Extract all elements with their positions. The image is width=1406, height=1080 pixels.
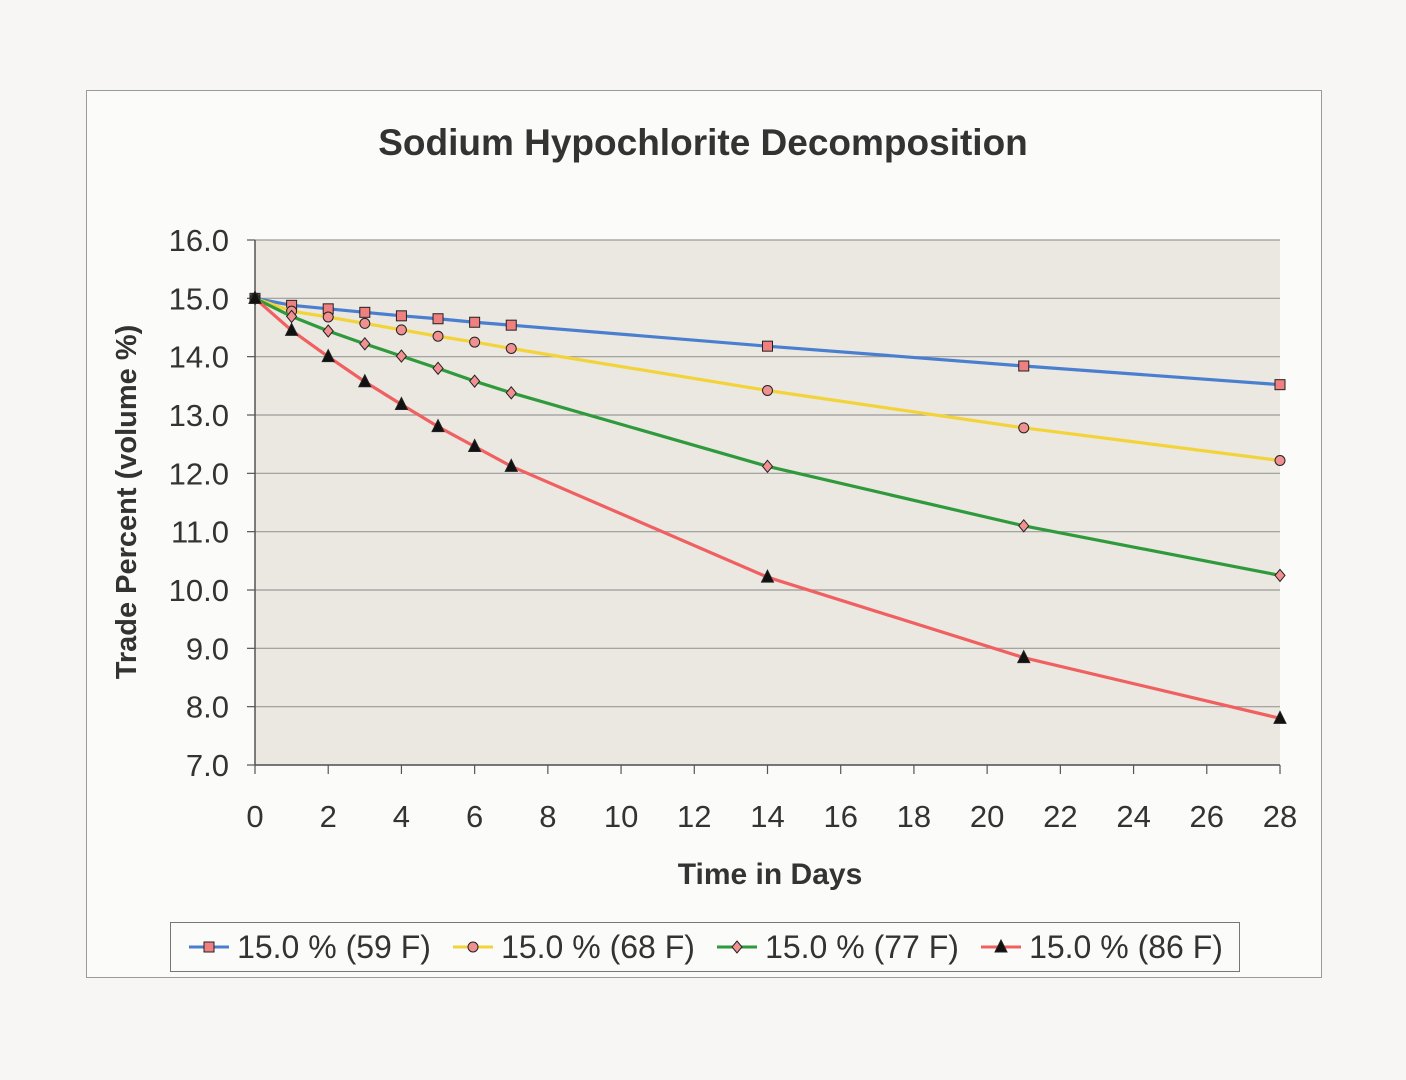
data-point xyxy=(467,438,482,452)
data-point xyxy=(1018,360,1030,372)
y-tick-label: 7.0 xyxy=(186,748,229,783)
data-point xyxy=(761,459,774,474)
y-tick-label: 12.0 xyxy=(169,456,229,491)
x-tick-label: 28 xyxy=(1263,799,1297,834)
series-layer xyxy=(248,290,1287,724)
legend-item: 15.0 % (59 F) xyxy=(187,929,431,966)
data-point xyxy=(359,317,371,329)
legend-swatch-marker xyxy=(203,941,215,953)
axes: 7.08.09.010.011.012.013.014.015.016.00 2 4… xyxy=(169,223,1298,834)
data-point xyxy=(284,322,299,336)
data-point xyxy=(321,348,336,363)
x-tick-label: 14 xyxy=(750,799,784,834)
y-tick-label: 16.0 xyxy=(169,223,229,258)
data-point xyxy=(505,343,517,354)
y-tick-label: 11.0 xyxy=(171,515,229,550)
legend-swatch xyxy=(981,938,1022,953)
x-tick-label: 4 xyxy=(393,799,410,834)
x-tick-label: 22 xyxy=(1043,799,1077,834)
series-1 xyxy=(249,292,1286,391)
legend-item: 15.0 % (77 F) xyxy=(715,929,959,966)
data-point xyxy=(468,374,481,388)
x-tick-label: 8 xyxy=(539,799,556,834)
x-tick-label: 0 xyxy=(246,799,263,834)
x-tick-label: 24 xyxy=(1116,799,1150,834)
data-point xyxy=(504,458,519,472)
data-point xyxy=(1018,422,1030,434)
data-point xyxy=(469,316,481,328)
data-point xyxy=(1273,710,1287,724)
data-point xyxy=(1274,568,1286,583)
legend-swatch xyxy=(189,941,230,953)
data-point xyxy=(432,313,444,325)
data-point xyxy=(358,373,372,388)
x-tick-label: 20 xyxy=(970,799,1004,834)
x-tick-label: 12 xyxy=(677,799,711,834)
legend-swatch-marker xyxy=(994,938,1008,953)
legend-label: 15.0 % (59 F) xyxy=(237,928,431,965)
legend-label: 15.0 % (86 F) xyxy=(1029,928,1223,965)
data-point xyxy=(395,349,408,363)
x-tick-label: 6 xyxy=(466,799,483,834)
legend-item: 15.0 % (86 F) xyxy=(979,929,1223,966)
data-point xyxy=(359,337,371,351)
y-tick-label: 15.0 xyxy=(169,281,229,316)
data-point xyxy=(394,396,409,410)
plot-background xyxy=(255,240,1280,765)
y-tick-label: 9.0 xyxy=(186,631,229,666)
legend-item: 15.0 % (68 F) xyxy=(451,929,695,966)
data-point xyxy=(762,340,773,352)
y-tick-label: 10.0 xyxy=(169,573,229,608)
data-point xyxy=(431,418,445,433)
data-point xyxy=(322,324,334,338)
x-tick-label: 2 xyxy=(320,799,337,834)
data-point xyxy=(395,324,407,336)
legend-swatch-marker xyxy=(467,941,479,953)
data-point xyxy=(432,361,444,376)
y-tick-label: 14.0 xyxy=(169,340,229,375)
legend-label: 15.0 % (77 F) xyxy=(765,928,959,965)
data-point xyxy=(469,336,481,348)
series-4 xyxy=(248,290,1287,724)
x-tick-label: 26 xyxy=(1190,799,1224,834)
legend-swatch xyxy=(717,940,758,954)
x-axis-label: Time in Days xyxy=(677,858,863,891)
data-point xyxy=(505,386,517,400)
chart-title: Sodium Hypochlorite Decomposition xyxy=(378,122,1028,163)
data-point xyxy=(762,385,773,396)
data-point xyxy=(248,290,262,304)
legend: 15.0 % (59 F) 15.0 % (68 F) 15.0 % (77 F) 1… xyxy=(170,922,1240,972)
x-tick-label: 18 xyxy=(897,799,931,834)
data-point xyxy=(1274,455,1286,466)
legend-label: 15.0 % (68 F) xyxy=(501,928,695,965)
x-tick-label: 16 xyxy=(823,799,857,834)
data-point xyxy=(432,330,444,342)
legend-swatch xyxy=(453,941,494,953)
x-tick-label: 10 xyxy=(604,799,638,834)
data-point xyxy=(505,319,517,331)
data-point xyxy=(1016,649,1031,664)
data-point xyxy=(322,311,334,323)
legend-swatch-marker xyxy=(731,940,743,954)
y-tick-label: 13.0 xyxy=(169,398,229,433)
y-tick-label: 8.0 xyxy=(186,690,229,725)
data-point xyxy=(1018,519,1030,533)
data-point xyxy=(1274,379,1286,391)
data-point xyxy=(359,306,371,318)
data-point xyxy=(760,569,775,583)
data-point xyxy=(395,310,407,322)
